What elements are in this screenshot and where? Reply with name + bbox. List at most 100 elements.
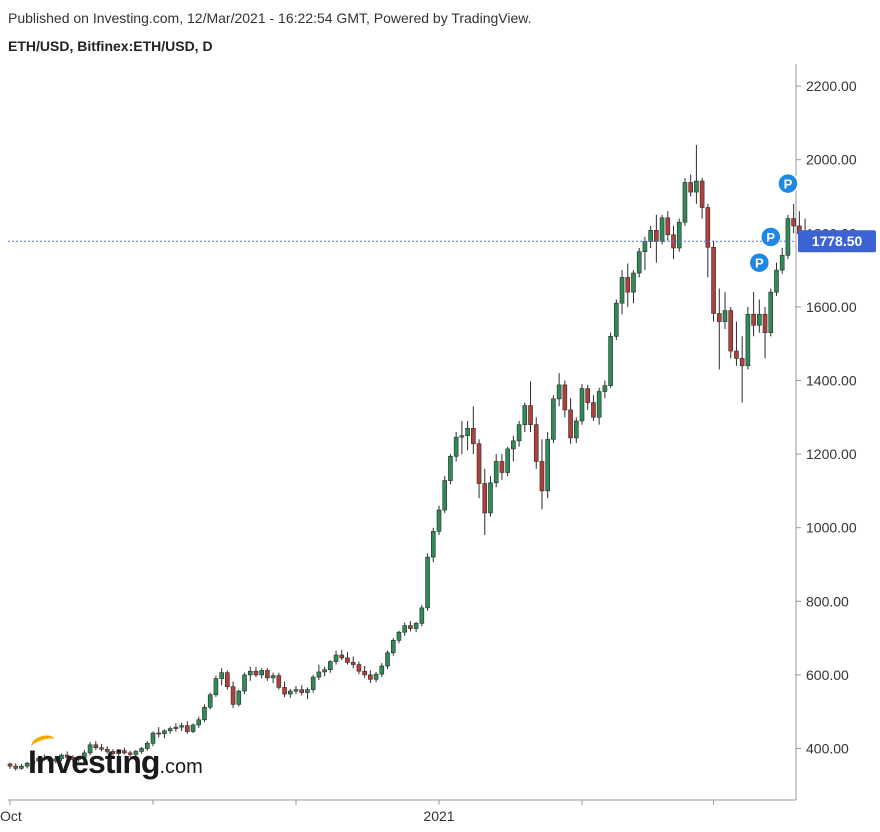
candle-body (236, 690, 242, 705)
candle (739, 336, 745, 403)
candle (699, 178, 705, 219)
pattern-marker-circle (777, 172, 799, 195)
candle (694, 144, 699, 204)
candle (596, 387, 602, 425)
candle (93, 741, 99, 750)
candle-body (259, 670, 264, 676)
candle (579, 384, 585, 425)
candle-body (167, 728, 173, 732)
candle (465, 420, 470, 451)
candle (185, 721, 190, 734)
candle-body (30, 760, 36, 764)
candle (493, 454, 499, 488)
candle-body (42, 757, 47, 760)
candle (305, 687, 310, 700)
candle (425, 553, 430, 611)
candle (36, 755, 41, 764)
candle-body (768, 291, 774, 333)
candle-body (453, 436, 459, 457)
candle-body (476, 443, 482, 484)
candle-body (545, 439, 550, 492)
candle (757, 299, 762, 333)
candle (659, 214, 665, 245)
candle-body (396, 631, 402, 641)
candle-body (373, 673, 379, 680)
candle (150, 731, 156, 747)
candle (791, 203, 796, 234)
candle (499, 454, 505, 480)
candle-body (762, 313, 768, 333)
candle-body (734, 350, 739, 359)
candle-body (408, 625, 413, 629)
candle (110, 749, 116, 756)
candle-body (579, 388, 585, 422)
candle-body (379, 665, 385, 675)
candle (333, 650, 339, 665)
candle-body (345, 657, 350, 663)
pattern-marker-circle (748, 251, 771, 274)
candle (133, 749, 139, 757)
candle (247, 666, 253, 681)
candle-body (459, 435, 465, 438)
candle (162, 729, 167, 739)
candle (408, 621, 413, 632)
candle-body (785, 218, 791, 256)
candle (196, 716, 202, 728)
candle-body (430, 531, 436, 558)
candle (779, 248, 785, 274)
candle (642, 236, 648, 271)
pattern-marker-label: P (784, 177, 793, 192)
candle (42, 754, 47, 761)
candle-body (219, 672, 224, 679)
candle (436, 505, 442, 536)
candle-body (339, 654, 345, 659)
candle-body (202, 706, 207, 721)
candle (293, 685, 299, 695)
candle-body (676, 221, 682, 249)
candle (402, 622, 407, 636)
candle-body (99, 747, 104, 750)
candle-body (356, 664, 362, 672)
candle-body (362, 670, 367, 676)
candle (173, 723, 179, 732)
candle (19, 763, 24, 770)
candle-body (625, 277, 631, 293)
candle (156, 727, 162, 738)
candle-body (293, 689, 299, 692)
candle-body (127, 752, 133, 755)
candle (87, 741, 93, 756)
candle-body (144, 743, 150, 749)
pattern-marker-icon: P (748, 251, 771, 274)
candle-body (642, 241, 648, 252)
candle (230, 681, 236, 708)
candle-body (173, 726, 179, 729)
candle (453, 432, 459, 462)
candle-body (36, 757, 41, 762)
pattern-marker-icon: P (760, 226, 782, 248)
logo-wordmark: Investing (28, 744, 160, 780)
candle-body (608, 336, 613, 386)
candle-body (87, 744, 93, 754)
candle (471, 406, 476, 455)
candle-body (70, 757, 76, 760)
candle (448, 454, 453, 485)
candle (785, 214, 791, 260)
candle-body (779, 255, 785, 271)
candle (614, 299, 619, 340)
candle (225, 670, 230, 690)
candle (299, 685, 305, 696)
candle (179, 722, 184, 731)
candle (13, 763, 19, 771)
candle-body (19, 765, 24, 769)
candle (59, 753, 64, 761)
candle (545, 432, 550, 499)
candle (671, 225, 676, 260)
candle (368, 670, 373, 683)
candle (259, 668, 264, 679)
published-info: Published on Investing.com, 12/Mar/2021 … (8, 10, 532, 26)
candle-body (573, 420, 579, 439)
candle (356, 661, 362, 675)
candle (539, 439, 545, 510)
candle (99, 744, 104, 752)
